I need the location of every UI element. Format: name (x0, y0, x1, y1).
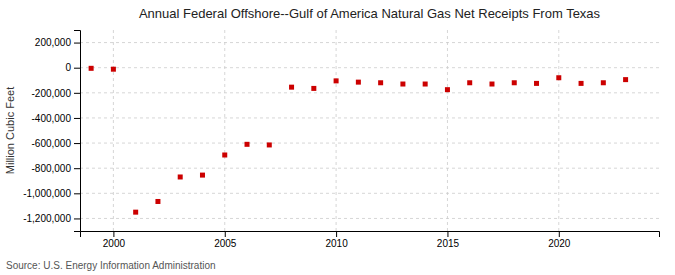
point (512, 80, 517, 85)
x-tick-mark (225, 231, 226, 237)
y-tick: -1,000,000 (23, 188, 80, 199)
grid-line-y (80, 193, 659, 194)
x-tick-label: 2000 (103, 238, 126, 249)
x-tick-label: 2015 (437, 238, 460, 249)
point (200, 173, 205, 178)
y-tick-label: -600,000 (32, 138, 72, 149)
point (133, 210, 138, 215)
x-axis: 2000 2005 2010 2015 2020 (81, 231, 660, 249)
point (289, 85, 294, 90)
y-tick: 200,000 (35, 37, 80, 48)
point (400, 82, 405, 87)
y-tick-mark (74, 118, 80, 119)
chart: 2000 2005 2010 2015 2020 -1,200,000 -1,000,000… (0, 0, 675, 275)
y-tick-label: -800,000 (32, 163, 72, 174)
grid-line-x (447, 30, 448, 231)
y-tick-label: -400,000 (32, 113, 72, 124)
y-tick-mark (74, 218, 80, 219)
point (311, 86, 316, 91)
grid-line-x (113, 30, 114, 231)
point (579, 81, 584, 86)
point (111, 67, 116, 72)
point (467, 80, 472, 85)
x-axis-line (81, 232, 660, 238)
grid (80, 30, 659, 231)
point (378, 80, 383, 85)
y-axis: -1,200,000 -1,000,000 -800,000 -600,000 -400… (23, 31, 80, 232)
point (423, 82, 428, 87)
y-tick-mark (74, 43, 80, 44)
point (89, 66, 94, 71)
y-tick-mark (74, 168, 80, 169)
points (89, 66, 628, 215)
grid-line-y (80, 143, 659, 144)
y-axis-title: Million Cubic Feet (4, 87, 16, 174)
grid-line-y (80, 92, 659, 93)
x-tick-mark (447, 231, 448, 237)
grid-line-x (336, 30, 337, 231)
y-tick-label: -1,000,000 (23, 188, 71, 199)
point (556, 75, 561, 80)
y-tick-label: -1,200,000 (23, 213, 71, 224)
y-tick: 0 (65, 62, 80, 73)
point (623, 77, 628, 82)
y-tick: -600,000 (32, 138, 80, 149)
x-tick: 2010 (325, 231, 348, 249)
y-axis-line (74, 31, 81, 232)
x-tick: 2005 (214, 231, 237, 249)
grid-line-y (80, 218, 659, 219)
x-tick-label: 2010 (325, 238, 348, 249)
point (445, 87, 450, 92)
grid-line-x (224, 30, 225, 231)
y-tick-mark (74, 143, 80, 144)
point (334, 78, 339, 83)
y-tick-label: -200,000 (32, 88, 72, 99)
point (155, 199, 160, 204)
x-tick: 2015 (437, 231, 460, 249)
annotation: Source: U.S. Energy Information Administ… (6, 260, 216, 271)
x-tick-mark (336, 231, 337, 237)
y-tick: -200,000 (32, 88, 80, 99)
point (534, 81, 539, 86)
grid-line-y (80, 168, 659, 169)
x-tick: 2020 (548, 231, 571, 249)
grid-line-y (80, 117, 659, 118)
y-tick-mark (74, 68, 80, 69)
point (178, 174, 183, 179)
y-tick-mark (74, 193, 80, 194)
y-tick-label: 200,000 (35, 37, 72, 48)
x-tick-label: 2005 (214, 238, 237, 249)
x-tick-mark (113, 231, 114, 237)
point (222, 152, 227, 157)
point (245, 142, 250, 147)
y-tick-label: 0 (65, 62, 71, 73)
grid-line-y (80, 67, 659, 68)
grid-line-y (80, 42, 659, 43)
point (356, 80, 361, 85)
grid-line-x (558, 30, 559, 231)
title: Annual Federal Offshore--Gulf of America… (139, 6, 601, 21)
y-tick: -800,000 (32, 163, 80, 174)
x-tick: 2000 (103, 231, 126, 249)
x-tick-mark (559, 231, 560, 237)
point (489, 82, 494, 87)
point (267, 142, 272, 147)
y-tick: -1,200,000 (23, 213, 80, 224)
point (601, 80, 606, 85)
y-tick-mark (74, 93, 80, 94)
y-tick: -400,000 (32, 113, 80, 124)
x-tick-label: 2020 (548, 238, 571, 249)
